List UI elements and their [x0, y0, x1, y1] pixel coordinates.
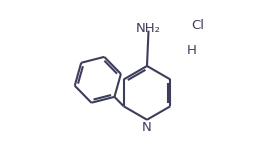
Text: Cl: Cl — [191, 19, 204, 32]
Text: H: H — [187, 44, 196, 57]
Text: NH₂: NH₂ — [136, 22, 161, 35]
Text: N: N — [142, 121, 152, 134]
